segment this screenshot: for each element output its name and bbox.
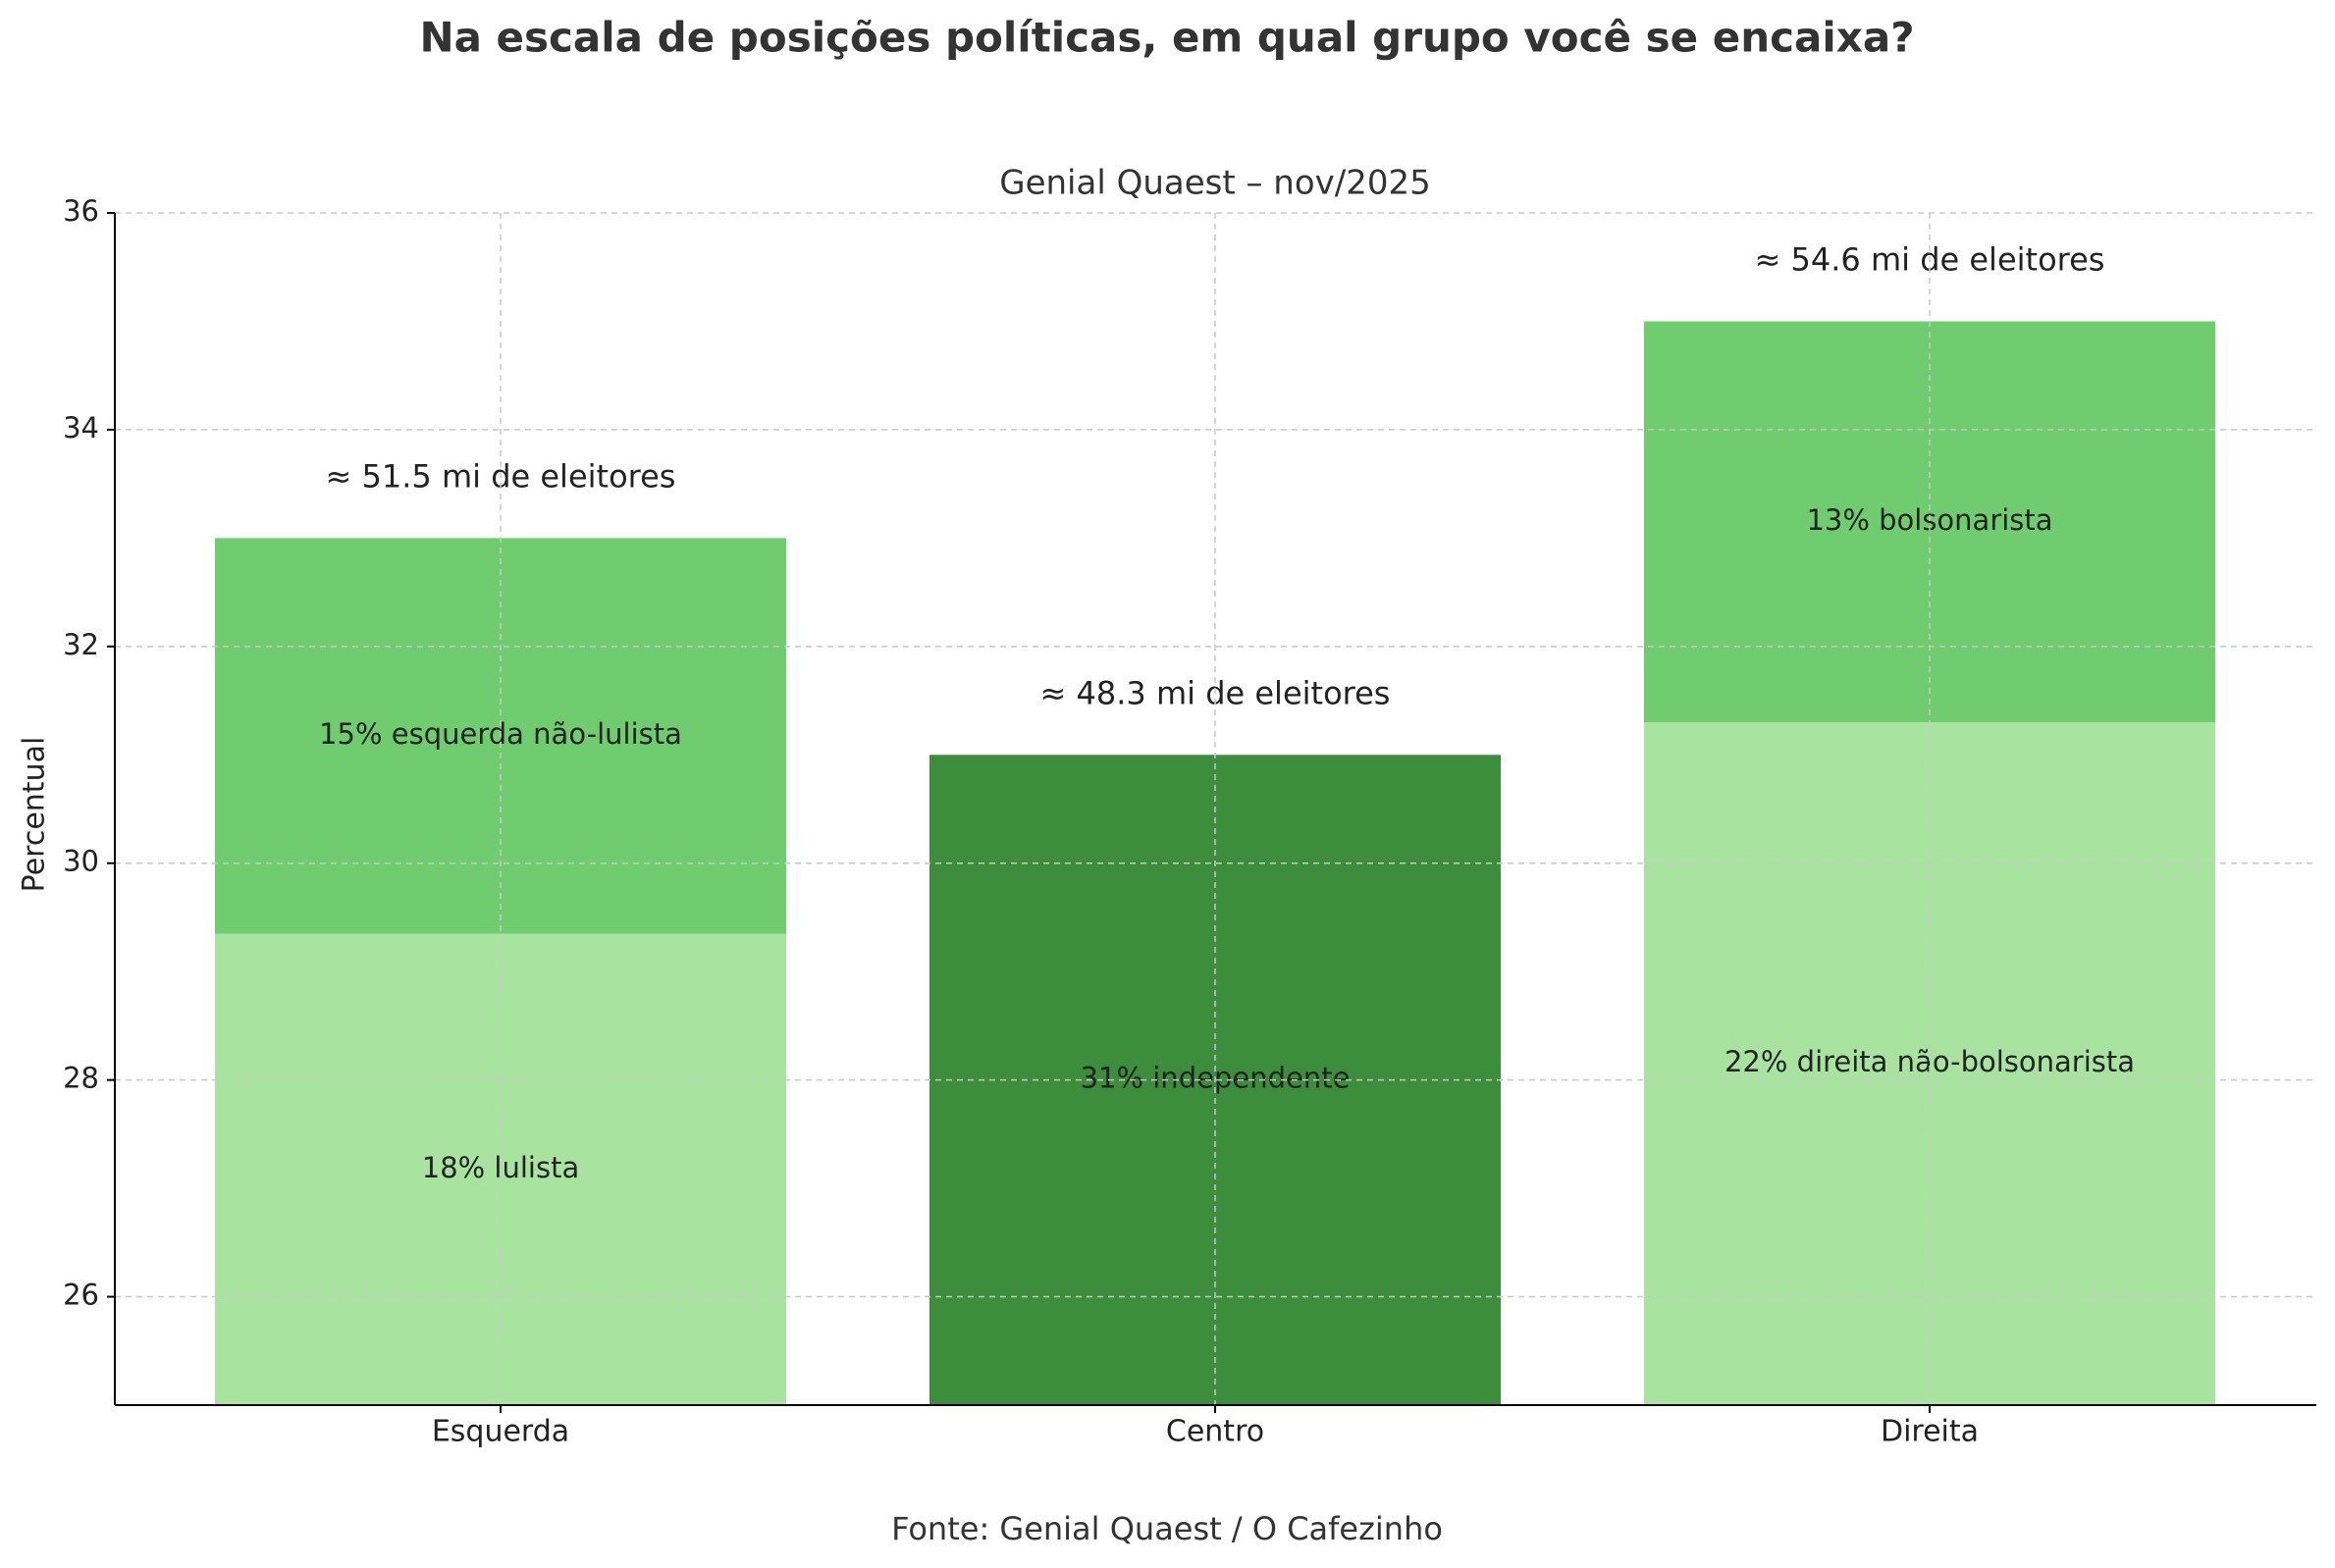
bar-segment: [1644, 722, 2215, 1405]
y-axis-label: Percentual: [18, 737, 52, 893]
source-note: Fonte: Genial Quaest / O Cafezinho: [891, 1510, 1443, 1547]
y-tick-label: 28: [63, 1062, 99, 1095]
y-tick-label: 36: [63, 194, 99, 228]
x-tick-label: Centro: [1166, 1415, 1264, 1449]
y-tick-label: 30: [63, 845, 99, 878]
chart-subtitle: Genial Quaest – nov/2025: [999, 164, 1431, 203]
chart-title: Na escala de posições políticas, em qual…: [419, 14, 1914, 62]
y-tick-label: 26: [63, 1279, 99, 1312]
y-tick-label: 34: [63, 411, 99, 444]
x-tick-label: Direita: [1881, 1415, 1979, 1449]
y-tick-label: 32: [63, 628, 99, 661]
segment-label: 22% direita não-bolsonarista: [1725, 1045, 2135, 1078]
x-tick-label: Esquerda: [432, 1415, 569, 1449]
